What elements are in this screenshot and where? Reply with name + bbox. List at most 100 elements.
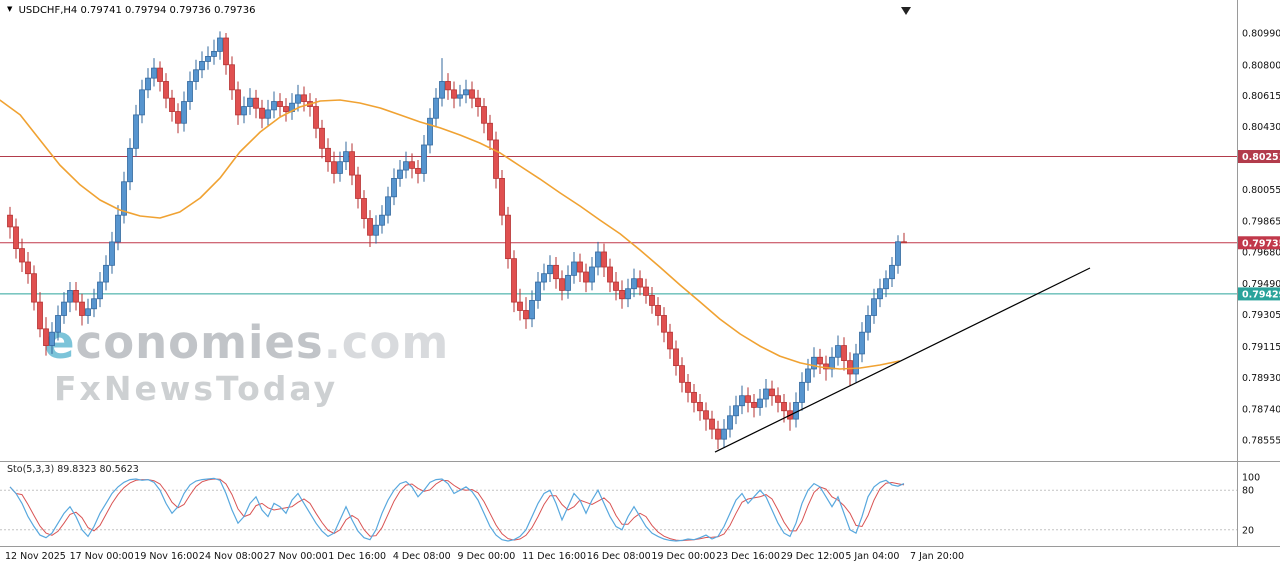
symbol-dropdown-icon[interactable]: ▼ xyxy=(7,5,13,13)
candle xyxy=(757,398,763,408)
candle xyxy=(535,281,541,301)
candle xyxy=(157,67,163,82)
moving-average-line[interactable] xyxy=(0,99,900,370)
watermark-logo: economies.com FxNewsToday xyxy=(44,320,449,405)
candle xyxy=(853,353,859,375)
indicator-d-value: 80.5623 xyxy=(99,464,139,475)
price-tag-label: 0.80251 xyxy=(1242,152,1280,163)
price-tag-label: 0.79735 xyxy=(1242,238,1280,249)
candle xyxy=(49,331,55,346)
candle xyxy=(781,401,787,412)
time-tick-label: 11 Dec 16:00 xyxy=(522,551,586,562)
candle xyxy=(151,67,157,79)
candle xyxy=(499,178,505,216)
candle xyxy=(895,241,901,266)
candle xyxy=(811,356,817,370)
stochastic-layer xyxy=(0,477,1237,542)
candle xyxy=(415,167,421,174)
candle xyxy=(799,381,805,403)
price-tick-label: 0.80055 xyxy=(1242,185,1280,196)
price-tick-label: 0.80800 xyxy=(1242,60,1280,71)
time-tick-label: 17 Nov 00:00 xyxy=(70,551,134,562)
candle xyxy=(175,111,181,124)
candle xyxy=(181,101,187,124)
candle xyxy=(133,114,139,149)
candle xyxy=(769,388,775,397)
price-tag xyxy=(1238,287,1280,301)
stoch-scale-label: 20 xyxy=(1242,525,1254,536)
price-tick-label: 0.78930 xyxy=(1242,373,1280,384)
time-tick-label: 1 Dec 16:00 xyxy=(328,551,386,562)
candle xyxy=(631,278,637,290)
candle xyxy=(409,161,415,169)
candle xyxy=(697,401,703,412)
time-tick-label: 29 Dec 12:00 xyxy=(781,551,845,562)
candle xyxy=(271,101,277,111)
candle xyxy=(775,395,781,403)
price-tag-label: 0.79429 xyxy=(1242,289,1280,300)
candle xyxy=(241,106,247,116)
candle xyxy=(265,109,271,119)
candle xyxy=(649,295,655,306)
candle xyxy=(223,37,229,66)
candle xyxy=(103,264,109,283)
candle xyxy=(823,363,829,370)
candle xyxy=(793,401,799,420)
candle xyxy=(205,56,211,62)
candle xyxy=(901,241,907,244)
stochastic-label: Sto(5,3,3) 89.8323 80.5623 xyxy=(7,464,139,475)
watermark-logo-suffix: .com xyxy=(323,316,450,369)
candle xyxy=(109,241,115,266)
ascending-trendline[interactable] xyxy=(714,267,1091,453)
candle xyxy=(505,214,511,260)
candle xyxy=(493,139,499,179)
candle xyxy=(127,147,133,183)
candle xyxy=(7,214,13,228)
candle xyxy=(511,258,517,303)
ohlc-high: 0.79794 xyxy=(125,5,167,16)
candle xyxy=(445,81,451,91)
candle xyxy=(889,264,895,280)
candle xyxy=(25,261,31,275)
candle xyxy=(337,161,343,174)
price-tick-label: 0.79490 xyxy=(1242,279,1280,290)
candle xyxy=(31,273,37,303)
watermark-logo-body: conomies xyxy=(75,316,324,369)
candle xyxy=(643,286,649,296)
candle xyxy=(367,218,373,236)
candle xyxy=(187,81,193,102)
candle xyxy=(655,305,661,316)
symbol-info-bar: ▼ USDCHF,H4 0.79741 0.79794 0.79736 0.79… xyxy=(7,5,255,16)
candle xyxy=(877,288,883,300)
candle xyxy=(571,261,577,276)
candle xyxy=(67,290,73,303)
candle xyxy=(421,144,427,174)
candle xyxy=(91,298,97,310)
candle xyxy=(703,410,709,420)
candle xyxy=(619,290,625,300)
trendline-layer[interactable] xyxy=(714,267,1091,453)
candle xyxy=(595,251,601,268)
price-tag xyxy=(1238,236,1280,250)
candle xyxy=(541,273,547,283)
candle xyxy=(385,196,391,216)
candle xyxy=(229,64,235,91)
candle xyxy=(121,181,127,216)
horizontal-levels-layer[interactable] xyxy=(0,156,1237,295)
candle xyxy=(733,405,739,417)
stoch-main-line xyxy=(9,477,905,542)
chart-shift-marker-icon[interactable] xyxy=(901,7,911,15)
candle xyxy=(217,37,223,52)
candle xyxy=(763,388,769,400)
candle xyxy=(463,89,469,96)
candle xyxy=(565,274,571,291)
candle xyxy=(481,106,487,124)
candle xyxy=(661,315,667,333)
candle xyxy=(79,301,85,316)
time-tick-label: 27 Nov 00:00 xyxy=(264,551,328,562)
candle xyxy=(547,264,553,275)
candle xyxy=(577,261,583,273)
candle xyxy=(301,94,307,102)
